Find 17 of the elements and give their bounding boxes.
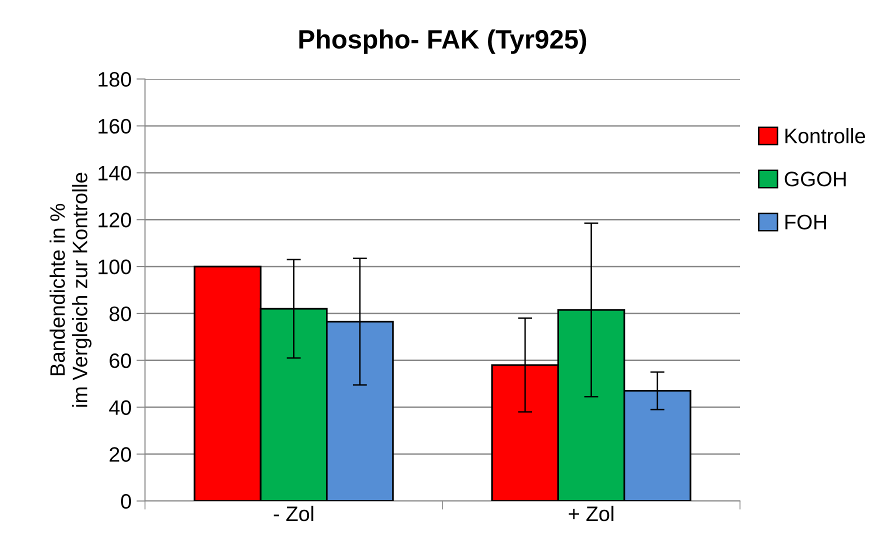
legend-label: GGOH [784,172,846,186]
y-tick-label: 120 [98,212,131,228]
y-tick-label: 20 [110,447,131,462]
y-tick-label: 100 [98,260,131,274]
y-tick-label: 0 [121,494,131,509]
legend-label: FOH [785,214,826,230]
chart-title: Phospho- FAK (Tyr925) [299,29,586,54]
y-tick-label: 60 [110,353,131,368]
y-tick-label: 180 [98,72,131,87]
y-axis-title: Bandendichte in % im Vergleich zur Kontrolle [50,172,92,407]
y-tick-label: 160 [98,118,131,134]
y-tick-label: 40 [109,400,131,415]
x-tick-label: + Zol [568,506,614,522]
legend-label: Kontrolle [785,128,866,144]
y-tick-label: 80 [110,306,131,322]
x-tick-label: - Zol [274,506,314,522]
y-tick-label: 140 [98,166,131,181]
